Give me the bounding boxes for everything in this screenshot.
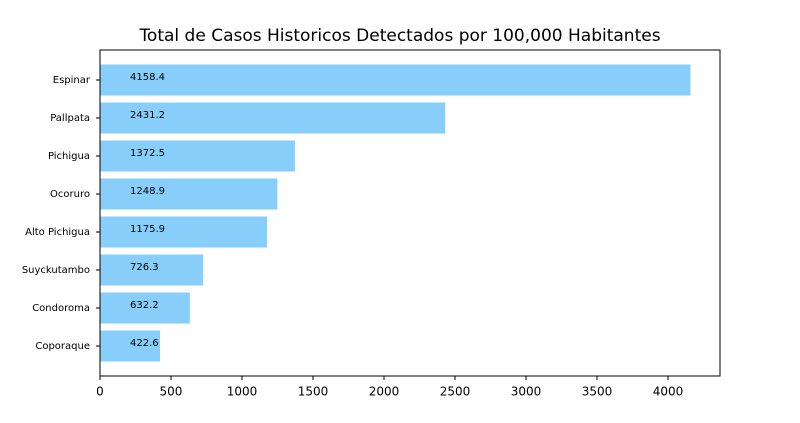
- y-tick-label: Pallpata: [50, 113, 90, 124]
- x-tick-label: 1500: [298, 385, 329, 399]
- y-tick-label: Espinar: [53, 75, 91, 86]
- value-label: 1175.9: [130, 224, 165, 235]
- bar: [100, 254, 204, 286]
- value-label: 4158.4: [130, 72, 165, 83]
- value-label: 422.6: [130, 338, 159, 349]
- y-tick-label: Pichigua: [48, 151, 90, 162]
- bar: [100, 102, 446, 134]
- x-tick-label: 2500: [440, 385, 471, 399]
- bar: [100, 140, 295, 172]
- value-label: 2431.2: [130, 110, 165, 121]
- value-label: 632.2: [130, 300, 159, 311]
- x-tick-label: 0: [96, 385, 104, 399]
- y-tick-label: Alto Pichigua: [25, 227, 90, 238]
- bar: [100, 292, 190, 324]
- value-label: 1248.9: [130, 186, 165, 197]
- x-tick-label: 2000: [369, 385, 400, 399]
- bar: [100, 216, 267, 248]
- y-tick-label: Condoroma: [32, 303, 90, 314]
- y-tick-label: Ocoruro: [50, 189, 90, 200]
- y-tick-label: Coporaque: [35, 341, 90, 352]
- x-tick-label: 4000: [653, 385, 684, 399]
- x-tick-label: 1000: [227, 385, 258, 399]
- y-tick-label: Suyckutambo: [22, 265, 90, 276]
- bar: [100, 330, 161, 362]
- value-label: 1372.5: [130, 148, 165, 159]
- plot-frame: [99, 49, 721, 377]
- x-tick-label: 3000: [511, 385, 542, 399]
- x-tick-label: 3500: [582, 385, 613, 399]
- value-label: 726.3: [130, 262, 159, 273]
- bar: [100, 64, 691, 96]
- bar: [100, 178, 278, 210]
- x-tick-label: 500: [160, 385, 183, 399]
- chart-title: Total de Casos Historicos Detectados por…: [138, 26, 660, 46]
